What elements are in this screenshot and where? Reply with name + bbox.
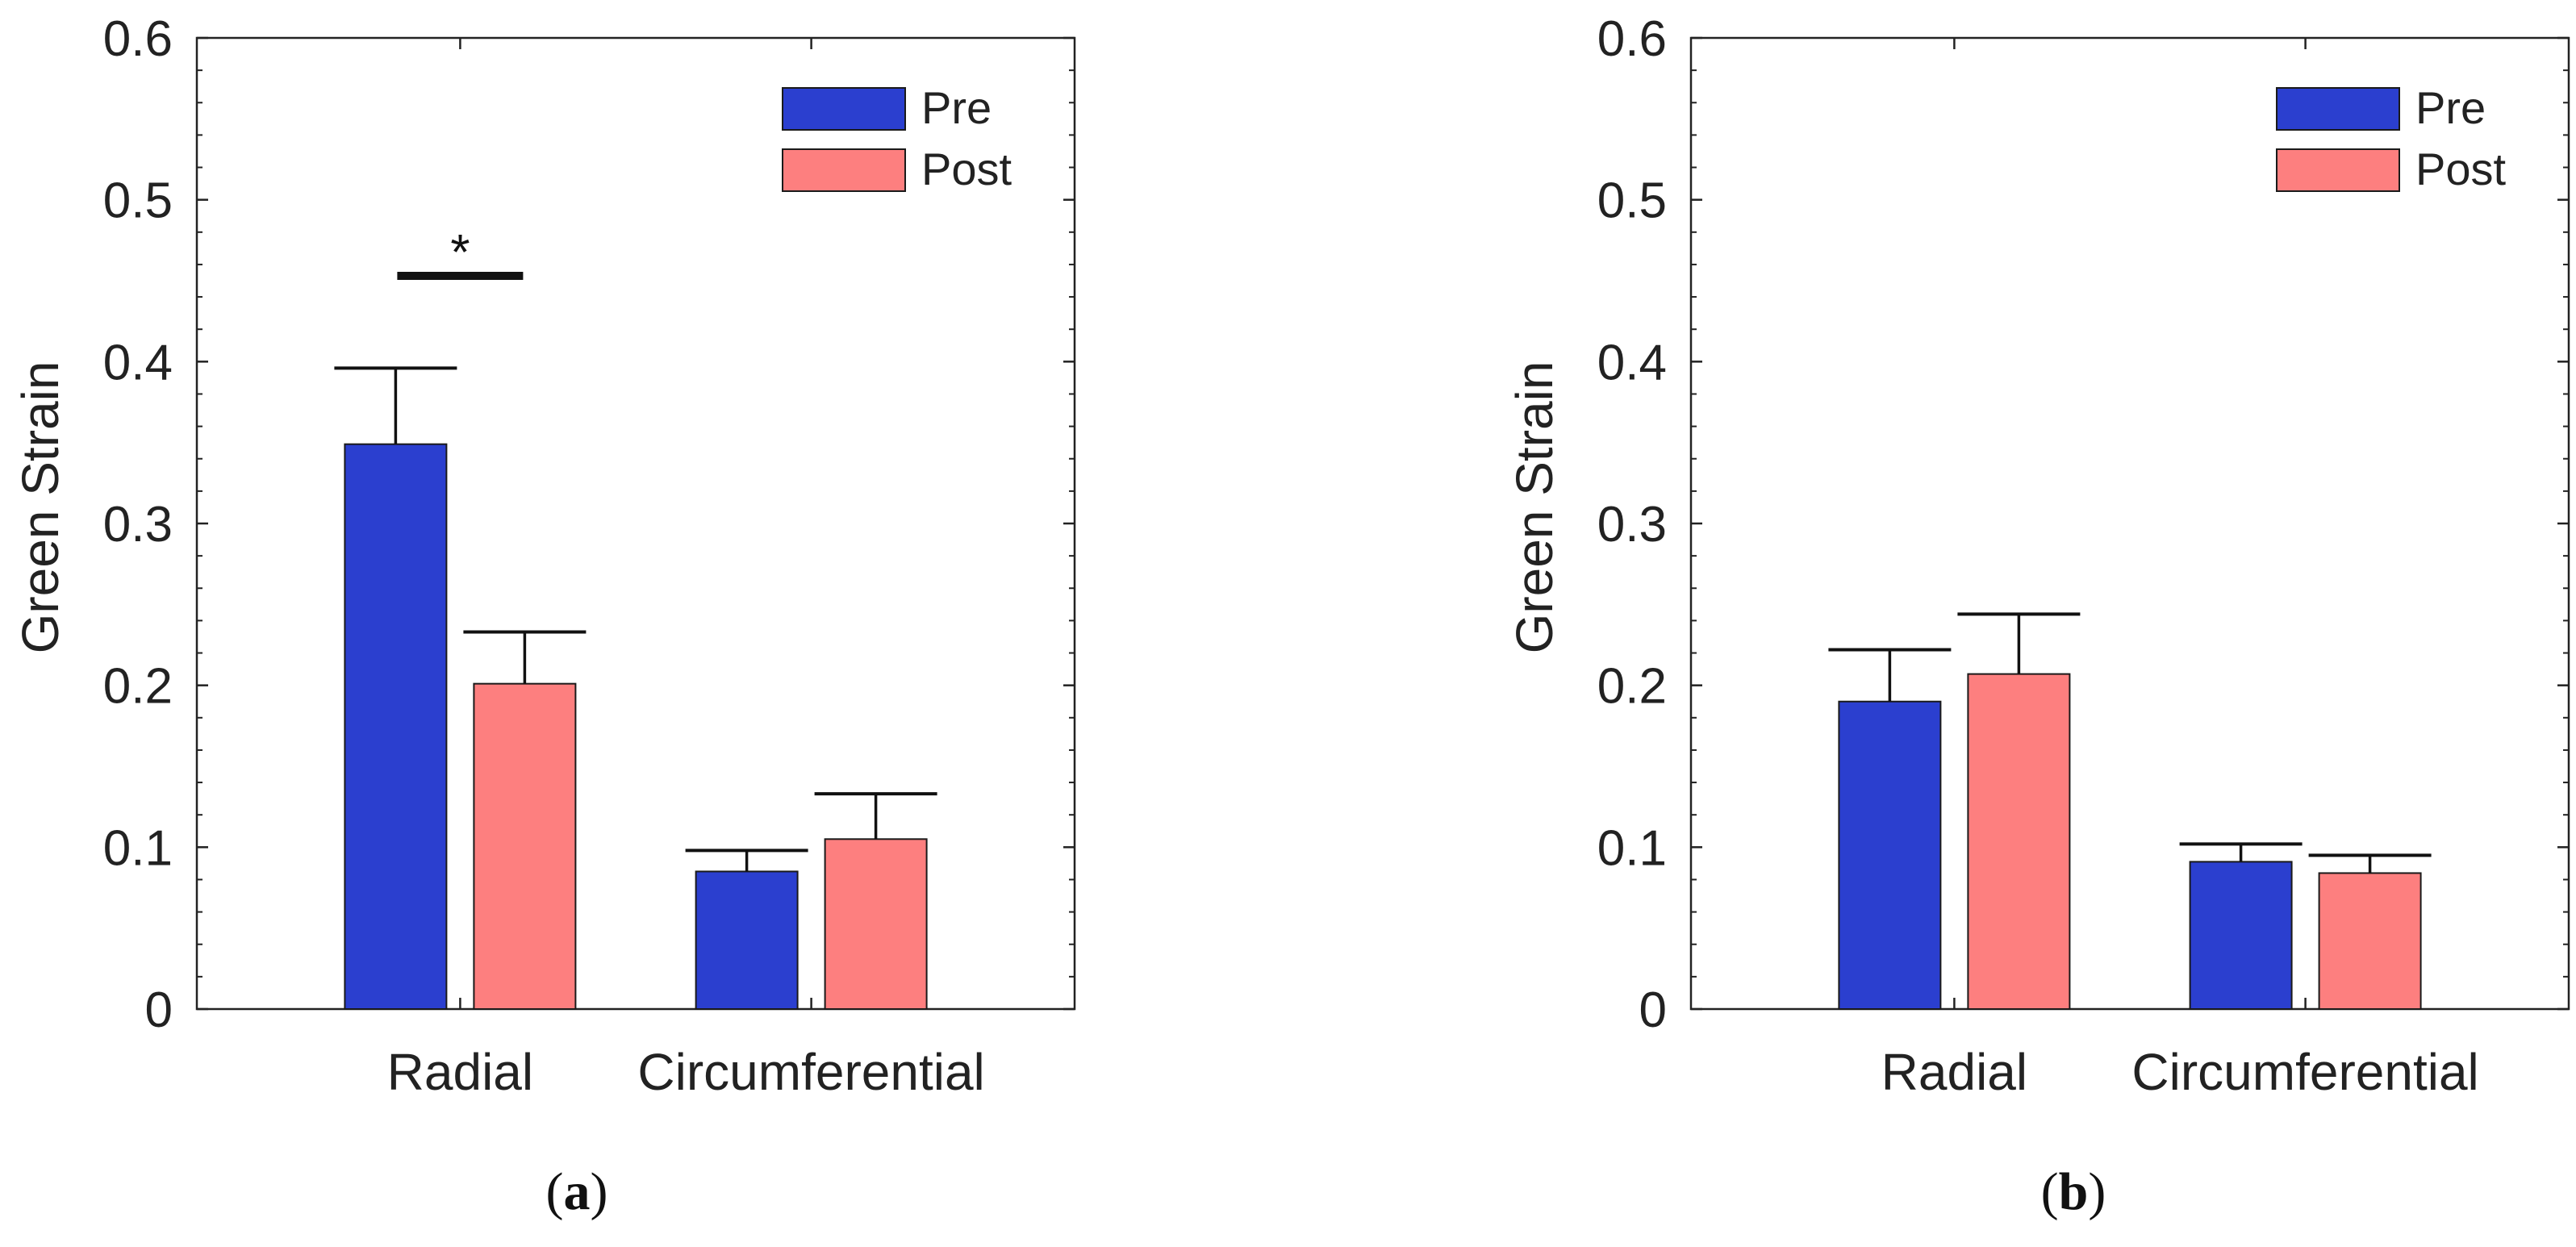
legend-label-post: Post bbox=[2415, 144, 2506, 194]
panel-caption-b: (b) bbox=[2040, 1162, 2106, 1221]
y-tick-label: 0.6 bbox=[1597, 11, 1667, 67]
legend-swatch-pre bbox=[782, 87, 906, 131]
bar-post bbox=[824, 838, 928, 1011]
panel-caption-a: (a) bbox=[545, 1162, 608, 1221]
chart-panel-a: 0 0.1 0.2 0.3 0.4 0.5 0.6 Green Strain Radial Cir… bbox=[11, 11, 1076, 1101]
x-tick-label: Radial bbox=[387, 1043, 533, 1101]
legend-label-pre: Pre bbox=[2415, 82, 2486, 133]
x-tick-label: Radial bbox=[1881, 1043, 2027, 1101]
legend-label-pre: Pre bbox=[921, 82, 992, 133]
bar-pre bbox=[2189, 861, 2293, 1010]
bar-pre bbox=[1838, 700, 1942, 1010]
bar-post bbox=[1967, 673, 2071, 1010]
y-axis-label: Green Strain bbox=[11, 361, 69, 654]
x-tick-label: Circumferential bbox=[637, 1043, 984, 1101]
legend-swatch-post bbox=[782, 148, 906, 192]
y-tick-label: 0 bbox=[145, 982, 173, 1038]
y-tick-label: 0.2 bbox=[103, 659, 173, 715]
y-tick-label: 0.3 bbox=[103, 497, 173, 553]
y-tick-label: 0.1 bbox=[1597, 820, 1667, 876]
y-tick-label: 0.5 bbox=[1597, 173, 1667, 229]
y-tick-label: 0.4 bbox=[1597, 335, 1667, 390]
bar-post bbox=[2318, 872, 2422, 1010]
bar-pre bbox=[344, 443, 448, 1010]
legend-swatch-pre bbox=[2276, 87, 2400, 131]
chart-panel-b: 0 0.1 0.2 0.3 0.4 0.5 0.6 Green Strain Radial Cir… bbox=[1505, 11, 2570, 1101]
bar-post bbox=[473, 682, 577, 1010]
y-tick-label: 0.5 bbox=[103, 173, 173, 229]
legend-swatch-post bbox=[2276, 148, 2400, 192]
y-tick-label: 0.3 bbox=[1597, 497, 1667, 553]
y-tick-label: 0.1 bbox=[103, 820, 173, 876]
y-tick-label: 0 bbox=[1639, 982, 1667, 1038]
x-tick-label: Circumferential bbox=[2131, 1043, 2478, 1101]
y-axis-label: Green Strain bbox=[1505, 361, 1564, 654]
significance-marker: * bbox=[450, 225, 470, 281]
bar-pre bbox=[695, 870, 799, 1011]
y-tick-label: 0.4 bbox=[103, 335, 173, 390]
y-tick-label: 0.6 bbox=[103, 11, 173, 67]
y-tick-label: 0.2 bbox=[1597, 659, 1667, 715]
legend-label-post: Post bbox=[921, 144, 1012, 194]
